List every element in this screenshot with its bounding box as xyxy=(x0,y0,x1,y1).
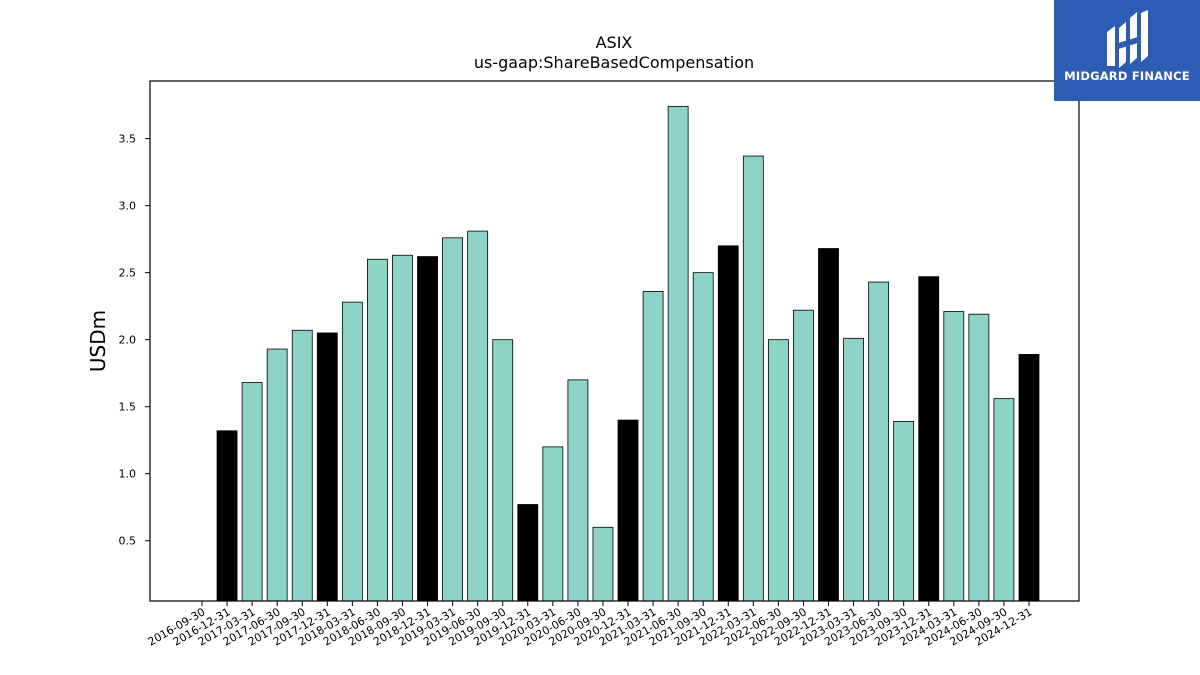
bar-2024-12-31 xyxy=(1018,353,1040,602)
midgard-finance-logo: MIDGARD FINANCE xyxy=(1054,0,1200,101)
bar-2022-06-30 xyxy=(767,339,789,602)
bar-2019-06-30 xyxy=(467,230,489,602)
logo-text: MIDGARD FINANCE xyxy=(1064,69,1190,83)
bar-2017-12-31 xyxy=(316,332,338,602)
bar-2017-06-30 xyxy=(266,348,288,602)
bar-2024-03-31 xyxy=(943,311,965,602)
x-axis: 2016-09-302016-12-312017-03-312017-06-30… xyxy=(146,601,1034,649)
bar-2022-03-31 xyxy=(742,155,764,602)
bar-2017-09-30 xyxy=(291,329,313,602)
bar-2024-06-30 xyxy=(968,313,990,602)
y-tick-label: 1.5 xyxy=(119,401,137,414)
bar-2021-03-31 xyxy=(642,291,664,602)
bar-2020-06-30 xyxy=(567,379,589,602)
bar-2018-12-31 xyxy=(417,256,438,602)
bar-2019-03-31 xyxy=(442,237,464,602)
y-tick-label: 2.5 xyxy=(119,267,137,280)
bar-2023-12-31 xyxy=(918,276,940,602)
bar-2021-06-30 xyxy=(667,106,689,602)
bar-2021-12-31 xyxy=(717,245,739,602)
bars-group xyxy=(216,106,1040,602)
bar-2022-09-30 xyxy=(793,309,814,602)
bar-2018-03-31 xyxy=(341,301,363,602)
bar-2017-03-31 xyxy=(241,382,263,602)
bar-2023-03-31 xyxy=(843,337,864,602)
chart-title: ASIX xyxy=(596,33,633,52)
y-tick-label: 1.0 xyxy=(119,468,137,481)
y-axis: 0.5 1.0 1.5 2.0 2.5 3.0 3.5 xyxy=(119,133,150,548)
y-axis-label: USDm xyxy=(86,310,110,372)
bar-2024-09-30 xyxy=(993,398,1015,602)
bar-2020-09-30 xyxy=(592,526,614,602)
bar-2022-12-31 xyxy=(818,248,839,602)
bar-2019-12-31 xyxy=(517,504,539,602)
bar-2018-09-30 xyxy=(392,254,413,602)
y-tick-label: 3.0 xyxy=(119,200,137,213)
y-tick-label: 0.5 xyxy=(119,535,137,548)
bar-2023-09-30 xyxy=(893,421,915,602)
bar-2021-09-30 xyxy=(692,272,714,602)
chart-subtitle: us-gaap:ShareBasedCompensation xyxy=(474,53,754,72)
logo-mark-icon xyxy=(1107,10,1148,68)
bar-2019-09-30 xyxy=(492,339,514,602)
y-tick-label: 2.0 xyxy=(119,334,137,347)
bar-2023-06-30 xyxy=(868,281,890,602)
bar-2018-06-30 xyxy=(367,258,388,602)
bar-2020-03-31 xyxy=(542,446,564,602)
bar-2020-12-31 xyxy=(617,419,639,602)
y-tick-label: 3.5 xyxy=(119,133,137,146)
bar-2016-12-31 xyxy=(216,430,238,602)
plot-frame xyxy=(149,80,1080,602)
